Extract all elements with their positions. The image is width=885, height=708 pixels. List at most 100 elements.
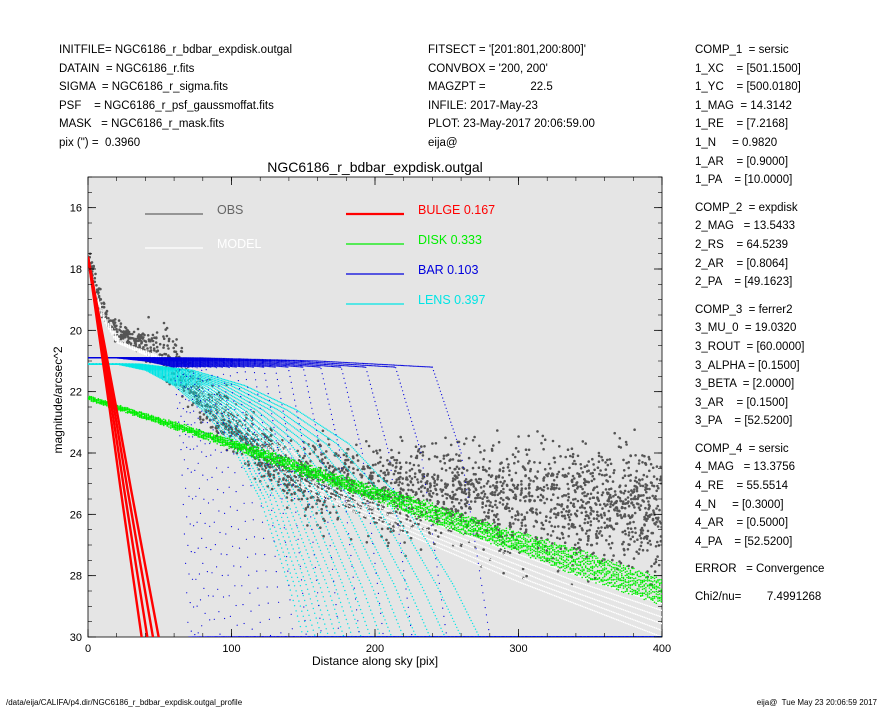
model-point: [351, 500, 353, 502]
model-point: [507, 550, 509, 552]
model-point: [354, 504, 356, 506]
model-point: [514, 569, 516, 571]
obs-point: [539, 487, 542, 490]
model-point: [284, 450, 286, 452]
model-point: [528, 563, 530, 565]
model-point: [523, 578, 525, 580]
obs-point: [433, 473, 436, 476]
obs-point: [465, 478, 468, 481]
model-point: [511, 562, 513, 564]
model-point: [463, 553, 465, 555]
obs-point: [553, 507, 556, 510]
model-point: [399, 510, 401, 512]
obs-point: [400, 488, 403, 491]
model-point: [335, 497, 337, 499]
obs-point: [657, 517, 660, 520]
model-point: [463, 543, 465, 545]
obs-point: [296, 450, 299, 453]
model-point: [487, 563, 489, 565]
obs-point: [594, 502, 597, 505]
model-point: [290, 450, 292, 452]
model-point: [468, 550, 470, 552]
model-point: [104, 318, 106, 320]
model-point: [385, 505, 387, 507]
obs-point: [610, 496, 613, 499]
model-point: [513, 562, 515, 564]
model-point: [642, 603, 644, 605]
model-point: [440, 543, 442, 545]
obs-point: [490, 475, 493, 478]
model-point: [452, 530, 454, 532]
lens-point: [244, 468, 245, 469]
model-point: [148, 351, 150, 353]
model-point: [614, 612, 616, 614]
model-point: [285, 470, 287, 472]
obs-point: [656, 478, 659, 481]
model-point: [542, 574, 544, 576]
model-point: [563, 576, 565, 578]
obs-point: [647, 500, 650, 503]
obs-point: [104, 312, 107, 315]
obs-point: [422, 474, 425, 477]
obs-point: [580, 467, 583, 470]
model-point: [416, 529, 418, 531]
model-point: [457, 546, 459, 548]
model-point: [538, 578, 540, 580]
model-point: [564, 588, 566, 590]
obs-point: [290, 439, 293, 442]
obs-point: [652, 467, 655, 470]
model-point: [612, 617, 614, 619]
model-point: [516, 553, 518, 555]
obs-point: [648, 497, 651, 500]
model-point: [389, 518, 391, 520]
lens-point: [285, 576, 286, 577]
obs-point: [441, 495, 444, 498]
model-point: [397, 522, 399, 524]
obs-point: [473, 436, 476, 439]
obs-point: [621, 507, 624, 510]
obs-point: [157, 349, 160, 352]
obs-point: [173, 350, 176, 353]
lens-point: [201, 408, 202, 409]
model-point: [569, 584, 571, 586]
obs-point: [535, 508, 538, 511]
model-point: [645, 630, 647, 632]
model-point: [402, 512, 404, 514]
obs-point: [380, 456, 383, 459]
lens-point: [181, 391, 182, 392]
model-point: [411, 535, 413, 537]
obs-point: [520, 522, 523, 525]
model-point: [432, 544, 434, 546]
obs-point: [350, 461, 353, 464]
model-point: [466, 554, 468, 556]
obs-point: [495, 516, 498, 519]
obs-point: [393, 459, 396, 462]
obs-point: [216, 430, 219, 433]
obs-point: [543, 502, 546, 505]
model-point: [619, 620, 621, 622]
model-point: [371, 500, 373, 502]
model-point: [619, 608, 621, 610]
obs-point: [502, 499, 505, 502]
model-point: [426, 525, 428, 527]
model-point: [599, 600, 601, 602]
model-point: [537, 566, 539, 568]
model-point: [354, 501, 356, 503]
lens-point: [222, 433, 223, 434]
model-point: [449, 552, 451, 554]
model-point: [606, 597, 608, 599]
obs-point: [322, 430, 325, 433]
model-point: [377, 510, 379, 512]
lens-point: [172, 384, 173, 385]
obs-point: [592, 489, 595, 492]
model-point: [359, 506, 361, 508]
model-point: [643, 610, 645, 612]
obs-point: [385, 539, 388, 542]
obs-point: [584, 518, 587, 521]
obs-point: [152, 340, 155, 343]
model-point: [439, 547, 441, 549]
obs-point: [622, 459, 625, 462]
model-point: [488, 553, 490, 555]
model-point: [568, 600, 570, 602]
model-point: [507, 560, 509, 562]
